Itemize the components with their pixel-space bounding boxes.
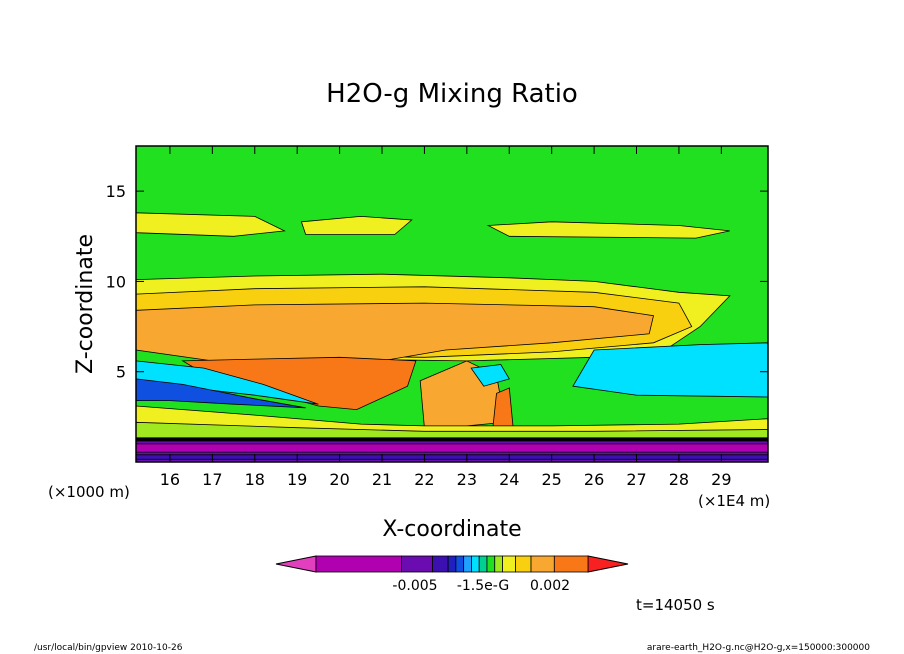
- colorbar-segment: [486, 555, 496, 573]
- y-axis: 5 10 15: [106, 182, 768, 382]
- y-unit-label: (×1000 m): [48, 483, 130, 501]
- colorbar-segment: [494, 555, 503, 573]
- x-tick-label: 25: [541, 470, 561, 489]
- colorbar-segment: [471, 555, 480, 573]
- y-axis-label: Z-coordinate: [73, 234, 98, 374]
- y-tick-label: 10: [106, 272, 126, 291]
- colorbar-segment: [463, 555, 472, 573]
- colorbar-tick-label: -0.005: [392, 578, 437, 594]
- colorbar-segment: [401, 555, 433, 573]
- colorbar-min-arrow: [275, 555, 317, 573]
- contour-region-17: [135, 443, 769, 453]
- x-tick-label: 18: [245, 470, 265, 489]
- contour-region-18: [135, 454, 769, 460]
- x-tick-label: 19: [287, 470, 307, 489]
- chart-title: H2O-g Mixing Ratio: [326, 79, 578, 109]
- path-label: /usr/local/bin/gpview 2010-10-26: [34, 643, 183, 653]
- x-tick-label: 29: [711, 470, 731, 489]
- colorbar-segment: [502, 555, 516, 573]
- y-tick-label: 15: [106, 182, 126, 201]
- colorbar-tick-label: -1.5e-G: [457, 578, 509, 594]
- contour-region-3: [486, 221, 730, 239]
- colorbar-segment: [478, 555, 488, 573]
- contour-regions: [135, 212, 769, 463]
- contour-region-13: [470, 364, 510, 387]
- colorbar-segment: [455, 555, 465, 573]
- contour-region-10: [572, 342, 769, 398]
- colorbar-tick-labels: -0.005 -1.5e-G 0.002: [392, 578, 570, 594]
- colorbar-segment: [447, 555, 457, 573]
- x-tick-label: 16: [160, 470, 180, 489]
- x-tick-label: 27: [626, 470, 646, 489]
- x-tick-label: 24: [499, 470, 519, 489]
- colorbar-tick-label: 0.002: [530, 578, 570, 594]
- colorbar-segment: [315, 555, 402, 573]
- x-axis: 16 17 18 19 20 21 22 23 24 25 26 27 28 29: [160, 146, 732, 489]
- x-axis-label: X-coordinate: [382, 517, 521, 542]
- colorbar-segment: [515, 555, 532, 573]
- colorbar: [275, 555, 629, 573]
- y-tick-label: 5: [116, 363, 126, 382]
- x-tick-label: 21: [372, 470, 392, 489]
- colorbar-segment: [530, 555, 555, 573]
- x-tick-label: 22: [414, 470, 434, 489]
- x-tick-label: 26: [584, 470, 604, 489]
- contour-region-2: [300, 215, 413, 235]
- x-tick-label: 17: [202, 470, 222, 489]
- colorbar-max-arrow: [587, 555, 629, 573]
- plot-area: [135, 145, 769, 463]
- x-unit-label: (×1E4 m): [698, 492, 770, 510]
- source-label: arare-earth_H2O-g.nc@H2O-g,x=150000:3000…: [647, 643, 870, 653]
- time-label: t=14050 s: [636, 596, 715, 614]
- plot-frame: [135, 145, 769, 463]
- contour-region-12: [135, 378, 306, 409]
- x-tick-label: 28: [669, 470, 689, 489]
- colorbar-segment: [432, 555, 449, 573]
- colorbar-segment: [553, 555, 589, 573]
- x-tick-label: 23: [457, 470, 477, 489]
- x-tick-label: 20: [329, 470, 349, 489]
